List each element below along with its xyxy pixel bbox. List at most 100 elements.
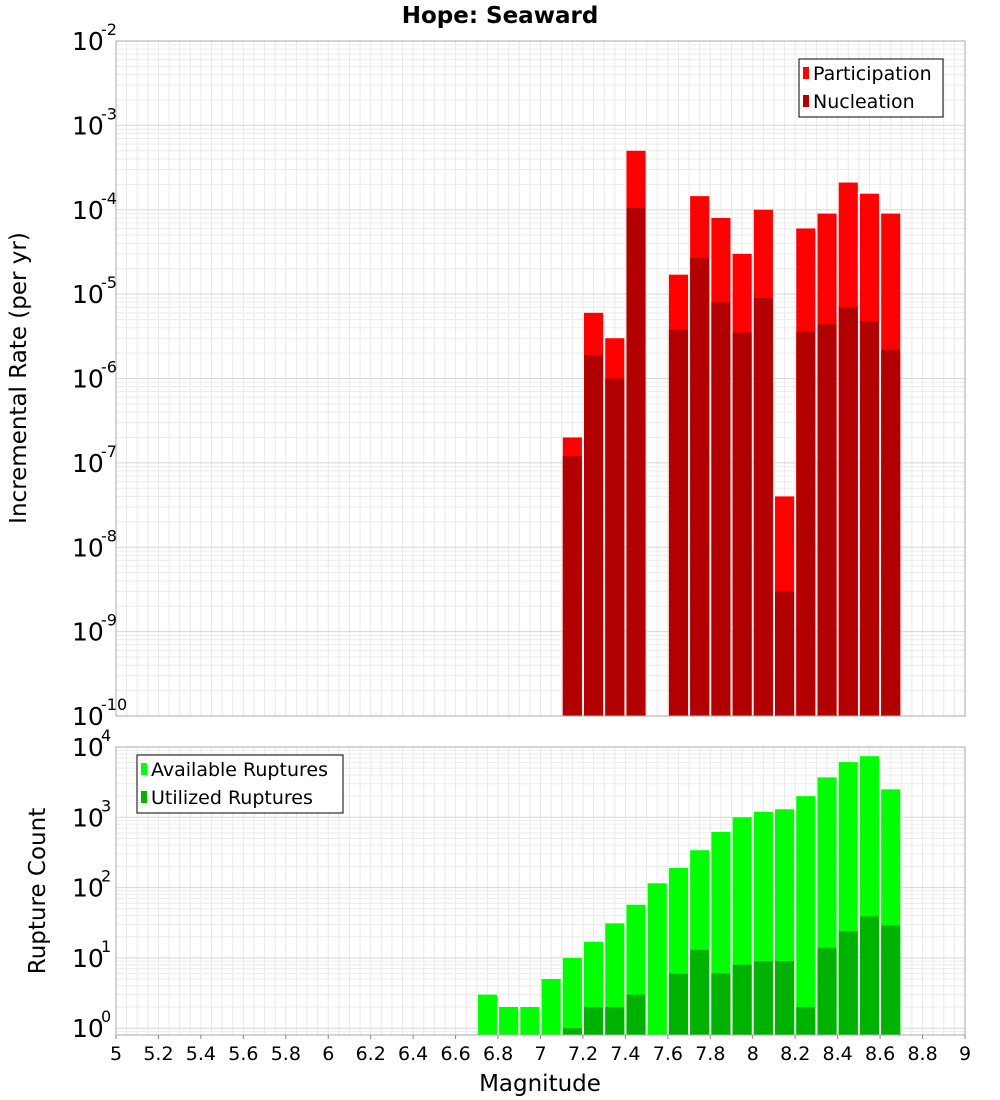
x-tick-label: 7.6 [653, 1043, 683, 1065]
bar-utilized-ruptures [626, 994, 646, 1035]
bottom-bars-utilized [562, 916, 901, 1035]
bar-utilized-ruptures [562, 1028, 582, 1035]
bar-utilized-ruptures [859, 916, 880, 1035]
top-y-tick-base: 10 [72, 111, 104, 140]
bar-nucleation [775, 591, 795, 716]
top-y-tick-base: 10 [72, 533, 104, 562]
bar-available-ruptures [647, 883, 667, 1035]
bottom-y-axis-label: Rupture Count [25, 808, 51, 974]
bottom-legend: Available Ruptures Utilized Ruptures [136, 754, 344, 814]
bar-utilized-ruptures [796, 1007, 816, 1035]
bar-utilized-ruptures [668, 973, 689, 1035]
x-tick-label: 6.6 [440, 1043, 470, 1065]
x-tick-label: 5.8 [271, 1043, 301, 1065]
bottom-y-tick-base: 10 [72, 944, 104, 973]
bottom-y-tick-exponent: 0 [101, 1007, 111, 1026]
top-legend-box [798, 58, 944, 118]
x-tick-label: 8.2 [780, 1043, 810, 1065]
bar-available-ruptures [562, 957, 582, 1035]
top-legend: Participation Nucleation [798, 58, 944, 118]
x-tick-label: 7.8 [695, 1043, 725, 1065]
top-y-tick-base: 10 [72, 365, 104, 394]
bar-available-ruptures [541, 979, 561, 1035]
bottom-y-tick-base: 10 [72, 874, 104, 903]
bar-utilized-ruptures [753, 961, 773, 1035]
top-y-tick-exponent: -5 [101, 273, 117, 292]
bottom-y-tick-base: 10 [72, 803, 104, 832]
x-tick-label: 5 [110, 1043, 122, 1065]
bar-utilized-ruptures [817, 947, 837, 1035]
bar-available-ruptures [520, 1007, 540, 1035]
top-bars-nucleation [562, 207, 901, 716]
top-grid [116, 41, 965, 716]
x-tick-label: 7 [534, 1043, 546, 1065]
bar-nucleation [584, 354, 604, 716]
x-tick-label: 9 [959, 1043, 971, 1065]
bar-utilized-ruptures [690, 949, 710, 1035]
bar-available-ruptures [499, 1007, 519, 1035]
top-y-tick-exponent: -8 [101, 526, 117, 545]
top-y-tick-exponent: -10 [101, 695, 127, 714]
legend-label-nucleation: Nucleation [813, 91, 915, 113]
bar-nucleation [817, 324, 837, 716]
bar-nucleation [732, 332, 752, 716]
top-y-tick-base: 10 [72, 196, 104, 225]
top-y-tick-base: 10 [72, 702, 104, 731]
legend-label-utilized: Utilized Ruptures [151, 787, 313, 809]
x-tick-label: 5.6 [228, 1043, 258, 1065]
x-tick-label: 7.2 [568, 1043, 598, 1065]
bar-nucleation [626, 207, 646, 716]
bar-nucleation [562, 456, 582, 716]
bottom-y-tick-exponent: 4 [101, 726, 111, 745]
top-plot-border [115, 40, 966, 717]
bar-utilized-ruptures [838, 931, 858, 1035]
top-y-axis-label: Incremental Rate (per yr) [6, 232, 32, 524]
top-y-tick-base: 10 [72, 618, 104, 647]
legend-label-participation: Participation [813, 63, 932, 85]
x-tick-label: 8.4 [823, 1043, 853, 1065]
bottom-y-tick-exponent: 1 [101, 937, 111, 956]
bar-nucleation [690, 257, 710, 716]
bar-available-ruptures [796, 796, 816, 1035]
x-tick-label: 5.2 [143, 1043, 173, 1065]
top-y-tick-exponent: -2 [101, 20, 117, 39]
bar-utilized-ruptures [881, 925, 901, 1035]
top-y-tick-exponent: -3 [101, 104, 117, 123]
bar-utilized-ruptures [732, 964, 752, 1035]
bar-utilized-ruptures [584, 1007, 604, 1035]
legend-swatch-available [141, 763, 147, 775]
bar-nucleation [753, 297, 773, 716]
x-tick-label: 8.6 [865, 1043, 895, 1065]
x-tick-label: 6 [322, 1043, 334, 1065]
bottom-legend-box [136, 754, 344, 814]
legend-swatch-utilized [141, 791, 147, 803]
bottom-y-tick-base: 10 [72, 1014, 104, 1043]
legend-swatch-nucleation [803, 95, 809, 107]
legend-swatch-participation [803, 67, 809, 79]
bar-available-ruptures [477, 994, 497, 1035]
top-y-tick-exponent: -6 [101, 358, 117, 377]
top-y-tick-exponent: -9 [101, 611, 117, 630]
x-tick-label: 8 [747, 1043, 759, 1065]
bar-nucleation [668, 329, 689, 716]
top-y-tick-exponent: -4 [101, 189, 117, 208]
top-y-tick-base: 10 [72, 449, 104, 478]
bar-nucleation [711, 302, 731, 716]
x-axis-label: Magnitude [479, 1071, 601, 1097]
x-tick-label: 5.4 [186, 1043, 216, 1065]
bar-utilized-ruptures [605, 1007, 625, 1035]
top-y-tick-base: 10 [72, 27, 104, 56]
bar-utilized-ruptures [711, 973, 731, 1035]
bottom-y-tick-base: 10 [72, 733, 104, 762]
top-y-tick-base: 10 [72, 280, 104, 309]
bar-nucleation [605, 378, 625, 716]
bar-nucleation [859, 321, 880, 716]
x-tick-label: 6.2 [356, 1043, 386, 1065]
legend-label-available: Available Ruptures [151, 759, 328, 781]
bottom-y-tick-exponent: 3 [101, 796, 111, 815]
